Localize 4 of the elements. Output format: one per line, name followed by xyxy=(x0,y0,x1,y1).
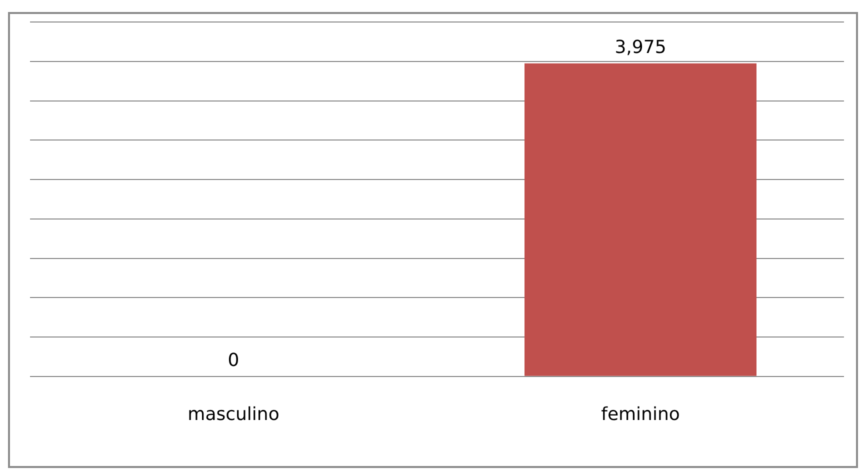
data-label: 3,975 xyxy=(614,37,666,58)
x-tick-label: feminino xyxy=(601,404,680,425)
data-label: 0 xyxy=(228,350,240,372)
x-tick-label: masculino xyxy=(188,404,280,425)
